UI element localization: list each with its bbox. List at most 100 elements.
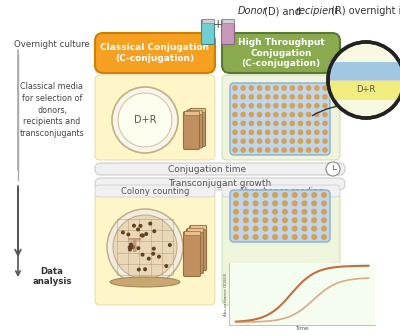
Circle shape <box>240 112 246 117</box>
Circle shape <box>248 130 254 135</box>
FancyBboxPatch shape <box>330 80 400 100</box>
FancyBboxPatch shape <box>95 178 345 190</box>
Circle shape <box>298 138 303 144</box>
Circle shape <box>240 85 246 91</box>
FancyBboxPatch shape <box>186 110 202 148</box>
Circle shape <box>322 147 328 153</box>
Circle shape <box>282 200 288 206</box>
Circle shape <box>265 138 270 144</box>
Circle shape <box>273 147 279 153</box>
Circle shape <box>232 147 238 153</box>
Text: D+R: D+R <box>134 115 156 125</box>
Circle shape <box>243 192 249 198</box>
Circle shape <box>290 103 295 109</box>
Circle shape <box>306 112 312 117</box>
Bar <box>184 231 200 235</box>
Circle shape <box>152 247 156 251</box>
FancyBboxPatch shape <box>95 75 215 160</box>
Circle shape <box>322 138 328 144</box>
FancyBboxPatch shape <box>95 185 215 197</box>
Circle shape <box>140 253 144 257</box>
Circle shape <box>321 234 327 240</box>
Circle shape <box>257 85 262 91</box>
Text: D+R: D+R <box>356 85 376 94</box>
Circle shape <box>248 147 254 153</box>
FancyBboxPatch shape <box>222 33 340 73</box>
Bar <box>187 110 202 114</box>
Text: Overnight culture: Overnight culture <box>14 40 90 49</box>
Bar <box>190 108 205 112</box>
Circle shape <box>243 209 249 215</box>
Circle shape <box>314 112 320 117</box>
Circle shape <box>233 234 239 240</box>
Circle shape <box>252 225 258 231</box>
FancyBboxPatch shape <box>190 109 206 146</box>
Circle shape <box>281 112 287 117</box>
FancyBboxPatch shape <box>95 33 215 73</box>
Circle shape <box>233 192 239 198</box>
Circle shape <box>252 209 258 215</box>
Bar <box>190 225 206 229</box>
Bar <box>202 19 214 23</box>
Circle shape <box>243 234 249 240</box>
Circle shape <box>273 94 279 99</box>
Circle shape <box>272 209 278 215</box>
Circle shape <box>302 192 308 198</box>
Circle shape <box>311 209 317 215</box>
Text: (R) overnight inocula: (R) overnight inocula <box>328 6 400 16</box>
Circle shape <box>107 209 183 285</box>
Circle shape <box>248 138 254 144</box>
Circle shape <box>257 138 262 144</box>
FancyBboxPatch shape <box>222 75 340 160</box>
Circle shape <box>281 103 287 109</box>
Circle shape <box>129 243 133 247</box>
FancyBboxPatch shape <box>230 83 330 155</box>
Circle shape <box>298 130 303 135</box>
Circle shape <box>273 130 279 135</box>
Circle shape <box>311 192 317 198</box>
Circle shape <box>282 217 288 223</box>
Circle shape <box>298 85 303 91</box>
FancyBboxPatch shape <box>95 192 215 305</box>
Circle shape <box>322 94 328 99</box>
Circle shape <box>233 217 239 223</box>
Circle shape <box>272 200 278 206</box>
Circle shape <box>143 267 147 271</box>
Circle shape <box>298 94 303 99</box>
Circle shape <box>292 217 298 223</box>
Circle shape <box>265 147 270 153</box>
Circle shape <box>272 217 278 223</box>
Circle shape <box>321 192 327 198</box>
Circle shape <box>321 209 327 215</box>
Circle shape <box>273 138 279 144</box>
FancyBboxPatch shape <box>202 19 214 45</box>
Text: Donor: Donor <box>238 6 268 16</box>
Circle shape <box>248 121 254 126</box>
Circle shape <box>126 232 130 237</box>
Circle shape <box>248 103 254 109</box>
Circle shape <box>157 255 161 259</box>
Circle shape <box>240 94 246 99</box>
Bar <box>184 111 199 115</box>
Circle shape <box>140 233 144 238</box>
Text: High Throughput
Conjugation
(C-conjugation): High Throughput Conjugation (C-conjugati… <box>238 38 324 68</box>
Circle shape <box>314 103 320 109</box>
Circle shape <box>138 224 142 228</box>
Circle shape <box>265 85 270 91</box>
Circle shape <box>322 85 328 91</box>
Circle shape <box>314 121 320 126</box>
Circle shape <box>314 94 320 99</box>
Circle shape <box>326 162 340 176</box>
Circle shape <box>164 264 168 268</box>
Circle shape <box>314 85 320 91</box>
Circle shape <box>248 85 254 91</box>
Circle shape <box>141 233 145 238</box>
Circle shape <box>306 130 312 135</box>
Circle shape <box>232 85 238 91</box>
Circle shape <box>302 217 308 223</box>
Text: recipient: recipient <box>296 6 339 16</box>
FancyBboxPatch shape <box>222 185 340 197</box>
Circle shape <box>282 192 288 198</box>
Circle shape <box>321 225 327 231</box>
FancyBboxPatch shape <box>95 163 345 175</box>
